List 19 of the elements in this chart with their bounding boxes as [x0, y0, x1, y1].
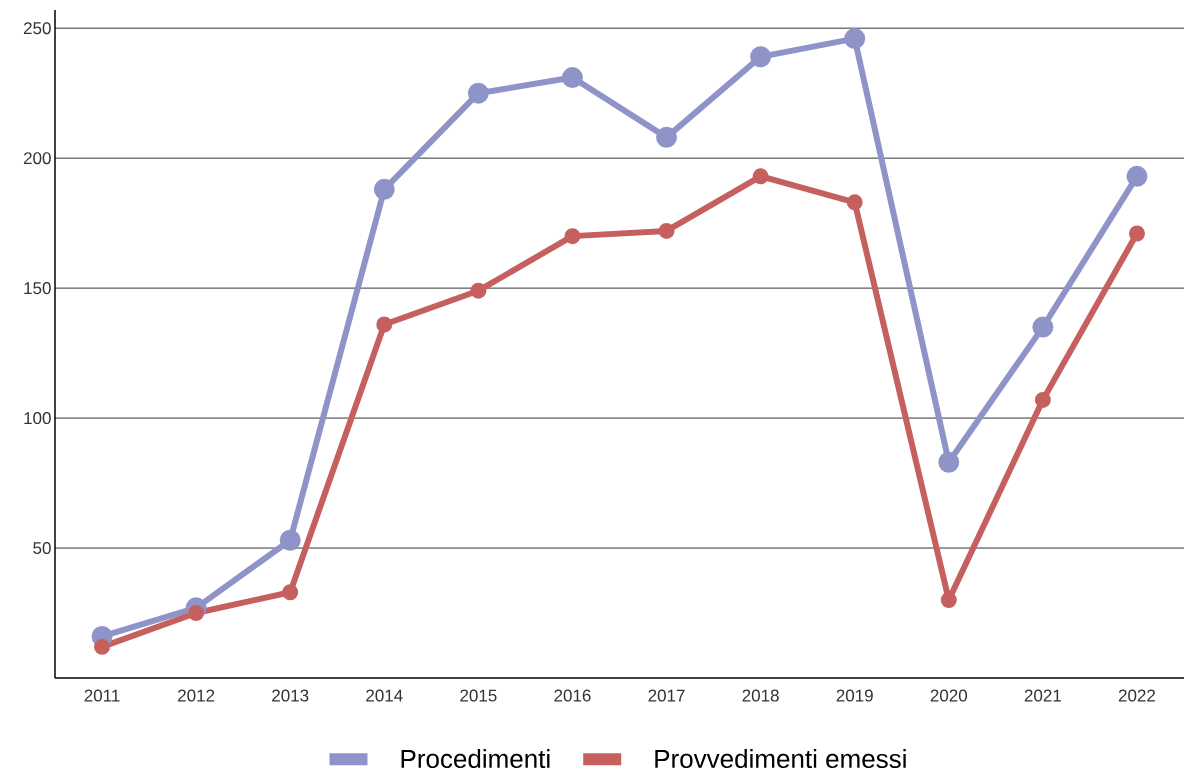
x-tick-label: 2016 — [554, 689, 591, 702]
y-tick-label: 150 — [24, 282, 51, 295]
x-tick-label: 2022 — [1118, 689, 1155, 702]
x-tick-label: 2019 — [836, 689, 873, 702]
x-tick-label: 2020 — [930, 689, 968, 702]
legend-label: Procedimenti — [401, 749, 550, 769]
x-tick-label: 2012 — [178, 689, 215, 702]
y-tick-label: 200 — [23, 152, 51, 165]
y-tick-label: 250 — [23, 22, 51, 35]
x-tick-label: 2015 — [460, 689, 497, 702]
x-tick-label: 2021 — [1024, 689, 1061, 702]
x-tick-label: 2013 — [272, 689, 309, 702]
legend-label: Provvedimenti emessi — [655, 749, 906, 769]
x-tick-label: 2018 — [742, 689, 779, 702]
x-tick-label: 2011 — [84, 689, 120, 702]
y-tick-label: 100 — [24, 412, 51, 425]
x-tick-label: 2017 — [648, 689, 685, 702]
y-tick-label: 50 — [33, 542, 51, 555]
x-tick-label: 2014 — [366, 689, 403, 702]
